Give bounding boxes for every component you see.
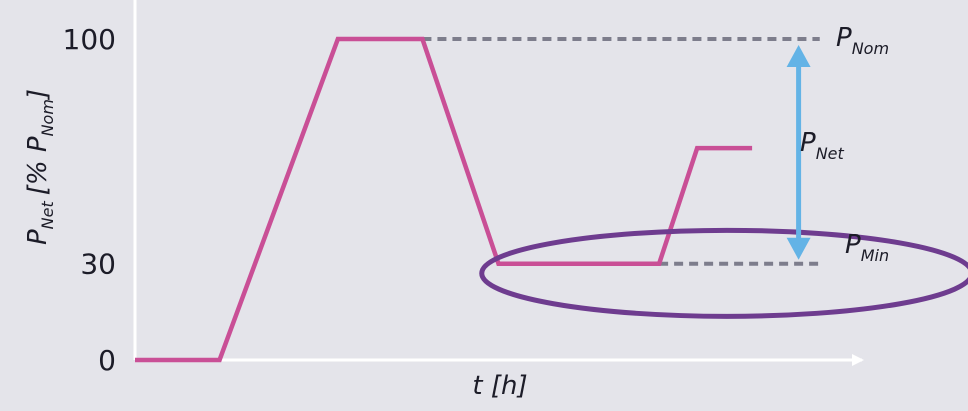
y-label-main: P [23, 229, 53, 245]
p-net-series-line [135, 36, 753, 363]
min-load-highlight-ellipse [479, 227, 968, 319]
y-label-sub: Net [38, 201, 57, 230]
y-tick-label-100: 100 [63, 23, 116, 56]
p-nom-main: P [836, 23, 852, 53]
p-net-main: P [800, 128, 816, 158]
y-label-bracket-sub: Nom [38, 99, 57, 136]
p-net-sub: Net [816, 144, 845, 163]
range-arrow-head-down [786, 237, 811, 260]
p-min-sub: Min [861, 246, 889, 265]
p-min-annotation: PMin [845, 230, 889, 265]
p-net-range-arrow [786, 45, 811, 260]
p-nom-annotation: PNom [836, 23, 889, 58]
y-tick-label-0: 0 [98, 344, 116, 377]
range-arrow-head-up [786, 45, 811, 67]
y-tick-label-30: 30 [80, 248, 116, 281]
y-label-bracket-close: ] [23, 89, 53, 100]
p-net-annotation: PNet [800, 128, 845, 163]
p-min-main: P [845, 230, 861, 260]
p-nom-sub: Nom [852, 39, 889, 58]
y-label-bracket: [% P [23, 136, 53, 195]
y-axis-label: PNet [% PNom] [23, 89, 57, 245]
x-axis-label: t [h] [472, 371, 527, 401]
